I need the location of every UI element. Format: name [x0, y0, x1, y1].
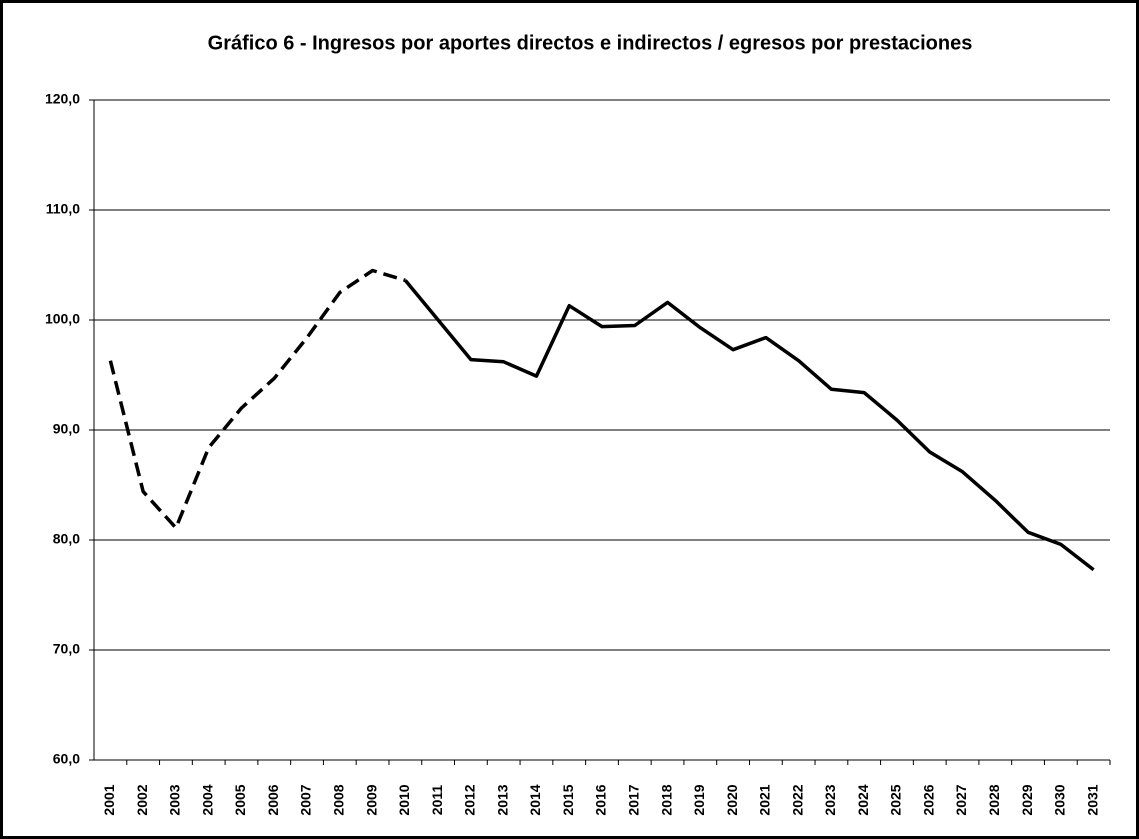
x-tick-label: 2018 — [658, 784, 674, 815]
x-tick-label: 2015 — [560, 784, 576, 815]
x-tick-label: 2029 — [1019, 784, 1035, 815]
x-tick-label: 2006 — [265, 784, 281, 815]
x-tick-label: 2026 — [920, 784, 936, 815]
y-tick-label: 80,0 — [53, 531, 80, 547]
x-tick-label: 2013 — [494, 784, 510, 815]
x-tick-label: 2005 — [232, 784, 248, 815]
x-tick-label: 2022 — [789, 784, 805, 815]
x-tick-label: 2008 — [331, 784, 347, 815]
x-tick-label: 2004 — [199, 784, 215, 815]
line — [108, 268, 406, 530]
x-tick-label: 2012 — [462, 784, 478, 815]
y-tick-label: 90,0 — [53, 421, 80, 437]
line — [404, 279, 1095, 572]
x-tick-label: 2002 — [134, 784, 150, 815]
x-tick-label: 2031 — [1084, 784, 1100, 815]
x-tick-label: 2020 — [724, 784, 740, 815]
x-tick-label: 2024 — [855, 784, 871, 815]
x-tick-label: 2007 — [298, 784, 314, 815]
x-tick-label: 2021 — [757, 784, 773, 815]
x-tick-label: 2019 — [691, 784, 707, 815]
x-tick-label: 2011 — [429, 785, 445, 816]
x-tick-label: 2014 — [527, 784, 543, 815]
x-tick-label: 2001 — [101, 784, 117, 815]
x-tick-label: 2025 — [888, 784, 904, 815]
x-tick-label: 2028 — [986, 784, 1002, 815]
chart-title: Gráfico 6 - Ingresos por aportes directo… — [208, 32, 973, 54]
x-tick-label: 2016 — [593, 784, 609, 815]
x-tick-label: 2027 — [953, 784, 969, 815]
y-tick-label: 110,0 — [46, 201, 80, 217]
x-tick-label: 2030 — [1052, 784, 1068, 815]
y-tick-label: 100,0 — [45, 311, 80, 327]
x-tick-label: 2017 — [625, 784, 641, 815]
y-tick-label: 120,0 — [45, 91, 80, 107]
x-tick-label: 2009 — [363, 784, 379, 815]
x-tick-label: 2003 — [167, 784, 183, 815]
y-tick-label: 60,0 — [53, 751, 80, 767]
x-tick-label: 2023 — [822, 784, 838, 815]
x-tick-label: 2010 — [396, 784, 412, 815]
y-tick-label: 70,0 — [53, 641, 80, 657]
